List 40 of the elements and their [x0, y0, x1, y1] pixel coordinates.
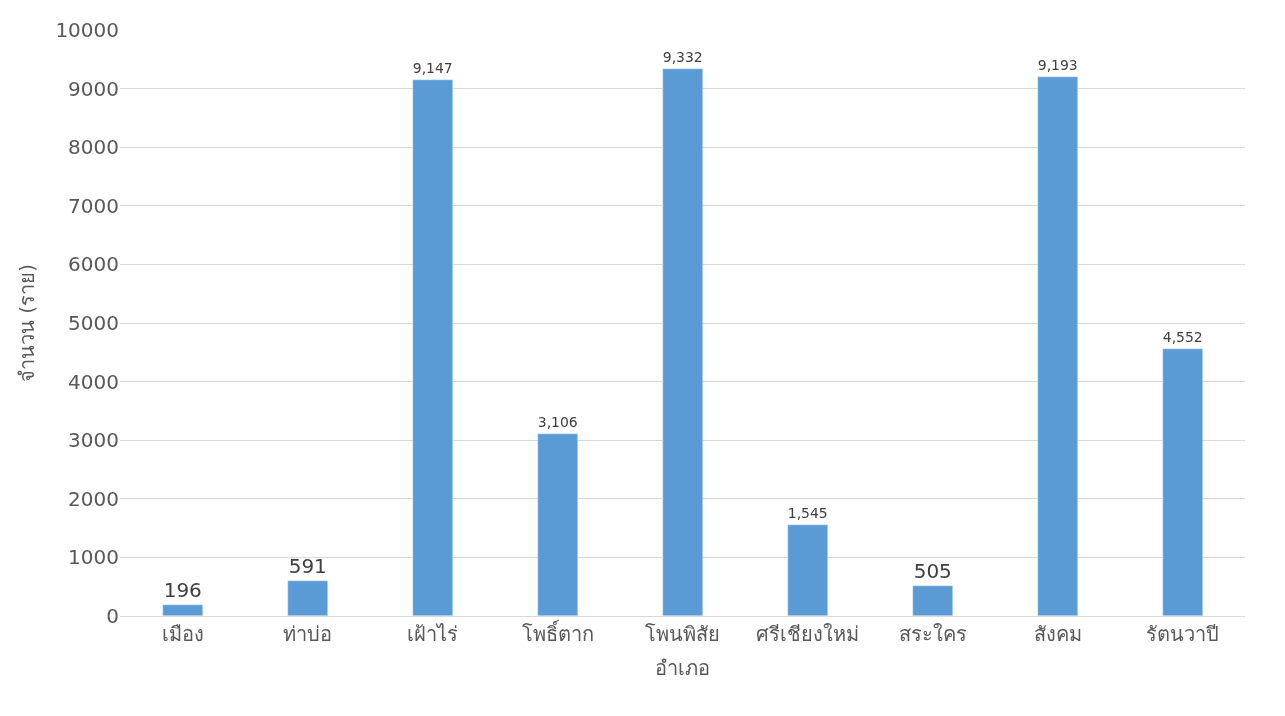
data-label: 4,552 [1162, 329, 1203, 346]
bar [162, 604, 203, 616]
y-tick-label: 6000 [68, 252, 119, 277]
y-tick-label: 3000 [68, 428, 119, 453]
bar [1162, 348, 1203, 616]
y-axis-title: จำนวน (ราย) [14, 264, 39, 382]
x-tick-label: ศรีเชียงใหม่ [756, 622, 859, 646]
x-tick-label: เฝ้าไร่ [407, 622, 458, 646]
bar [787, 524, 828, 616]
y-tick-label: 7000 [68, 193, 119, 218]
y-tick-label: 5000 [68, 311, 119, 335]
data-label: 9,332 [662, 49, 703, 66]
bar [912, 585, 953, 616]
y-tick-label: 4000 [68, 369, 119, 394]
x-tick-label: ท่าบ่อ [283, 622, 332, 646]
x-tick-label: รัตนวาปี [1146, 622, 1219, 646]
bar [1037, 76, 1078, 616]
x-tick-label: สังคม [1033, 622, 1082, 646]
bar [412, 79, 453, 616]
data-label: 196 [163, 577, 202, 602]
y-tick-label: 1000 [68, 545, 119, 570]
data-label: 591 [288, 553, 327, 578]
data-label: 505 [913, 558, 952, 583]
x-tick-label: สระใคร [898, 622, 967, 646]
y-tick-label: 2000 [68, 486, 119, 511]
y-tick-label: 8000 [68, 135, 119, 160]
x-tick-label: โพนพิสัย [645, 622, 720, 646]
y-tick-label: 0 [106, 604, 119, 628]
data-label: 9,147 [412, 60, 453, 77]
x-tick-label: เมือง [161, 622, 204, 646]
x-tick-label: โพธิ์ตาก [521, 619, 594, 646]
data-label: 3,106 [537, 414, 578, 431]
bar [662, 68, 703, 616]
x-axis-title: อำเภอ [655, 655, 710, 680]
data-label: 9,193 [1037, 57, 1078, 74]
bar [537, 433, 578, 616]
data-label: 1,545 [787, 505, 828, 522]
y-tick-label: 9000 [68, 76, 119, 101]
y-tick-label: 10000 [55, 18, 119, 42]
bar [287, 580, 328, 616]
